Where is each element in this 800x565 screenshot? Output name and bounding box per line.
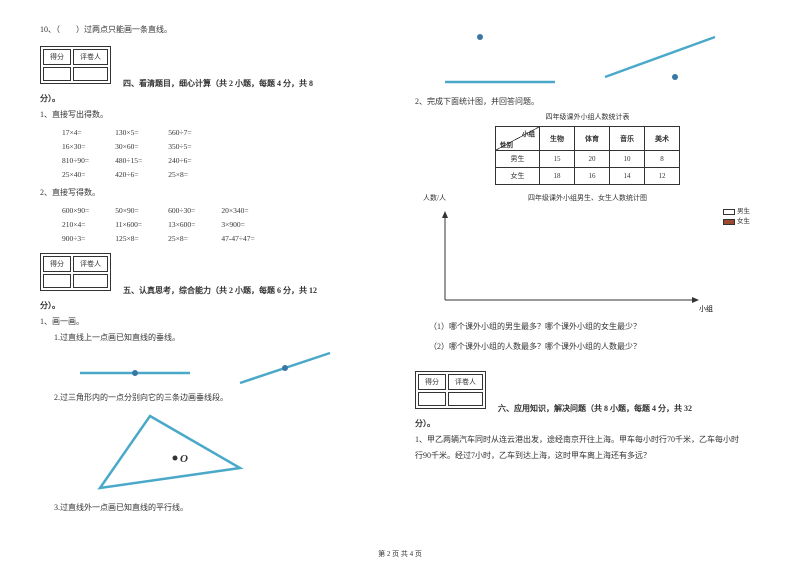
calc-table-1: 17×4=130×5=560÷7= 16×30=30×60=350÷5= 810… bbox=[60, 125, 218, 183]
diagonal-header: 小组性别 bbox=[496, 127, 540, 151]
s6-q1a: 1、甲乙两辆汽车同时从连云港出发，途经南京开往上海。甲车每小时行70千米，乙车每… bbox=[415, 434, 760, 446]
section-5-tail: 分）。 bbox=[40, 300, 385, 312]
line-diagram-1 bbox=[40, 348, 340, 388]
calc-table-2: 600×90=50×90=600÷30=20×340= 210×4=11×600… bbox=[60, 203, 281, 247]
score-box-4: 得分评卷人 bbox=[40, 46, 111, 84]
s5-q2: 2、完成下面统计图，并回答问题。 bbox=[415, 96, 760, 108]
line-diagram-2 bbox=[415, 22, 735, 92]
chart-area: 人数/人 四年级课外小组男生、女生人数统计图 男生 女生 小组 bbox=[415, 193, 760, 317]
svg-text:O: O bbox=[180, 453, 188, 465]
table-row: 男生1520108 bbox=[496, 151, 680, 168]
stats-table: 小组性别 生物 体育 音乐 美术 男生1520108 女生18161412 bbox=[495, 126, 680, 185]
svg-text:小组: 小组 bbox=[699, 304, 713, 313]
table-row: 女生18161412 bbox=[496, 168, 680, 185]
right-column: 2、完成下面统计图，并回答问题。 四年级课外小组人数统计表 小组性别 生物 体育… bbox=[415, 20, 760, 518]
question-10: 10、（ ）过两点只能画一条直线。 bbox=[40, 24, 385, 36]
s5-1b: 2.过三角形内的一点分别向它的三条边画垂线段。 bbox=[54, 392, 385, 404]
s6-q1b: 行90千米。经过7小时，乙车到达上海，这时甲车离上海还有多远？ bbox=[415, 450, 760, 462]
chart-title: 四年级课外小组男生、女生人数统计图 bbox=[415, 193, 760, 203]
triangle-diagram: O bbox=[80, 408, 280, 498]
reviewer-label: 评卷人 bbox=[73, 49, 108, 65]
section-6-tail: 分）。 bbox=[415, 418, 760, 430]
chart-q2: （2）哪个课外小组的人数最多？哪个课外小组的人数最少？ bbox=[429, 341, 760, 353]
page-footer: 第 2 页 共 4 页 bbox=[0, 549, 800, 559]
y-axis-label: 人数/人 bbox=[423, 193, 446, 203]
bar-chart-axes: 小组 bbox=[415, 205, 715, 315]
s5-1c: 3.过直线外一点画已知直线的平行线。 bbox=[54, 502, 385, 514]
section-4-title: 四、看清题目，细心计算（共 2 小题，每题 4 分，共 8 bbox=[123, 79, 313, 88]
s4-q1: 1、直接写出得数。 bbox=[40, 109, 385, 121]
s5-1a: 1.过直线上一点画已知直线的垂线。 bbox=[54, 332, 385, 344]
left-column: 10、（ ）过两点只能画一条直线。 得分评卷人 四、看清题目，细心计算（共 2 … bbox=[40, 20, 385, 518]
score-box-5: 得分评卷人 bbox=[40, 253, 111, 291]
chart-legend: 男生 女生 bbox=[723, 205, 750, 225]
score-label: 得分 bbox=[43, 49, 71, 65]
section-4-tail: 分）。 bbox=[40, 93, 385, 105]
score-box-6: 得分评卷人 bbox=[415, 371, 486, 409]
section-5-title: 五、认真思考，综合能力（共 2 小题，每题 6 分，共 12 bbox=[123, 286, 317, 295]
section-6-title: 六、应用知识，解决问题（共 8 小题，每题 4 分，共 32 bbox=[498, 404, 692, 413]
table-title: 四年级课外小组人数统计表 bbox=[415, 112, 760, 122]
chart-q1: （1）哪个课外小组的男生最多？哪个课外小组的女生最少？ bbox=[429, 321, 760, 333]
s5-q1: 1、画一画。 bbox=[40, 316, 385, 328]
s4-q2: 2、直接写得数。 bbox=[40, 187, 385, 199]
